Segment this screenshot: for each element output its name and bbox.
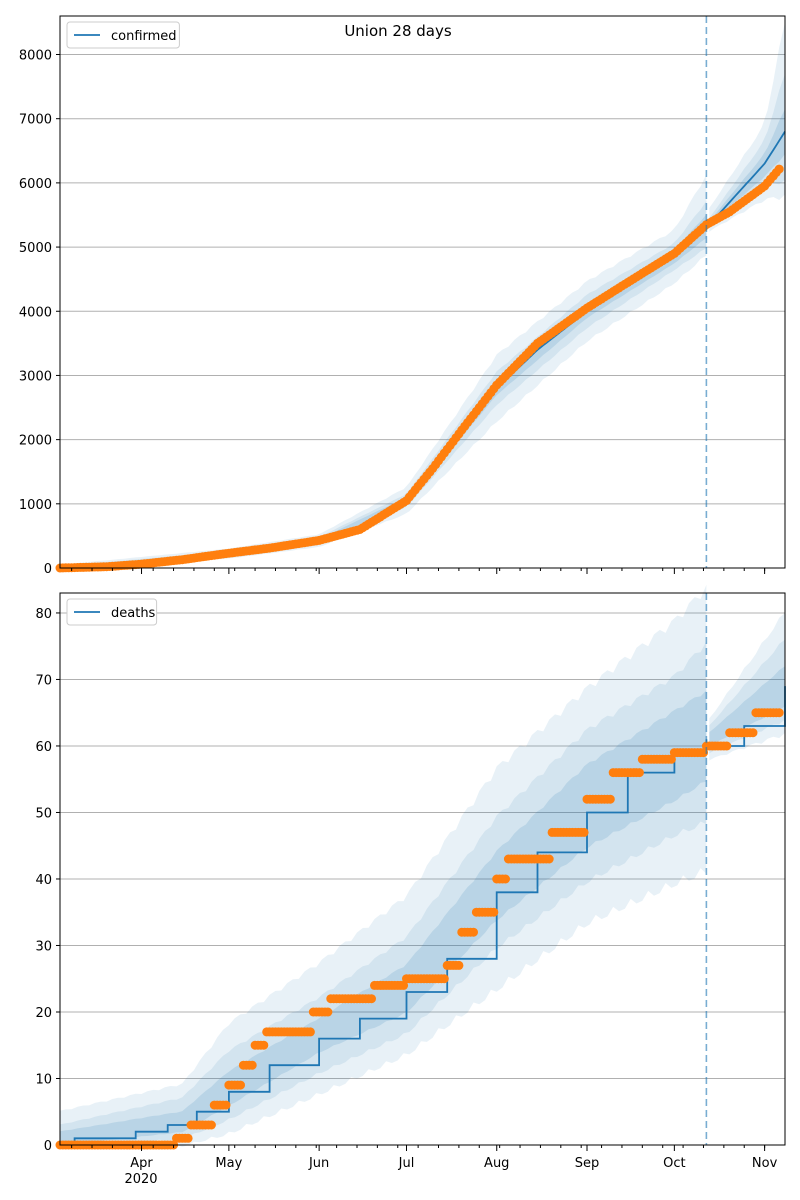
legend: deaths <box>66 598 158 626</box>
observed-data-point <box>454 960 464 970</box>
y-tick-label: 80 <box>35 607 52 622</box>
uncertainty-band <box>709 613 785 761</box>
observed-data-point <box>748 728 758 738</box>
observed-data-point <box>305 1027 315 1037</box>
axes-frame <box>59 15 786 569</box>
observed-data-point <box>247 1060 257 1070</box>
observed-data-point <box>634 768 644 778</box>
x-tick-label: Jul <box>398 1156 415 1171</box>
chart-title: Union 28 days <box>344 22 452 40</box>
uncertainty-band <box>709 109 785 225</box>
deaths-chart-panel: 0 10 20 30 40 50 60 70 80 Apr May Jun Jul Aug Sep Oct No… <box>35 584 786 1171</box>
y-tick-label: 50 <box>35 806 52 821</box>
uncertainty-band <box>709 639 785 754</box>
y-tick-label: 0 <box>44 562 52 577</box>
legend-label: confirmed <box>111 29 177 44</box>
y-tick-label: 10 <box>35 1072 52 1087</box>
x-tick-label: Jun <box>308 1156 329 1171</box>
observed-data-point <box>183 1133 193 1143</box>
observed-data-point <box>236 1080 245 1090</box>
observed-data-point <box>206 1120 216 1130</box>
observed-data-point <box>439 974 449 984</box>
x-tick-label: Apr <box>130 1156 153 1171</box>
y-tick-label: 40 <box>35 873 52 888</box>
x-tick-label: Aug <box>484 1156 509 1171</box>
y-tick-label: 5000 <box>19 241 52 256</box>
observed-data-point <box>666 754 676 764</box>
y-tick-label: 60 <box>35 740 52 755</box>
observed-data-point <box>544 854 554 864</box>
axes-frame <box>59 592 786 1146</box>
uncertainty-band <box>60 584 707 1147</box>
observed-data-point <box>469 927 478 937</box>
y-tick-label: 4000 <box>19 305 52 320</box>
x-tick-label: Sep <box>575 1156 600 1171</box>
model-series-line <box>60 739 708 1146</box>
observed-data-point <box>605 794 615 804</box>
observed-data-point <box>774 164 784 174</box>
y-tick-label: 7000 <box>19 113 52 128</box>
observed-data-point <box>722 741 732 751</box>
uncertainty-band <box>60 690 707 1146</box>
y-tick-label: 20 <box>35 1006 52 1021</box>
y-tick-label: 3000 <box>19 369 52 384</box>
observed-data-point <box>489 907 499 917</box>
observed-data-point <box>579 827 589 837</box>
x-year-label: 2020 <box>124 1172 157 1187</box>
legend-box <box>66 598 158 626</box>
observed-data-point <box>367 994 376 1004</box>
y-tick-label: 30 <box>35 939 52 954</box>
legend-label: deaths <box>111 606 156 621</box>
confirmed-chart-panel: 0 1000 2000 3000 4000 5000 6000 7000 8000 confirm… <box>19 15 786 577</box>
observed-data-point <box>221 1100 231 1110</box>
observed-data-point <box>259 1040 269 1050</box>
observed-data-point <box>501 874 510 884</box>
y-tick-label: 6000 <box>19 177 52 192</box>
x-tick-label: May <box>215 1156 242 1171</box>
y-tick-label: 2000 <box>19 434 52 449</box>
y-tick-label: 8000 <box>19 49 52 64</box>
observed-data-point <box>774 708 784 718</box>
legend: confirmed <box>66 21 180 49</box>
observed-data-point <box>323 1007 333 1017</box>
uncertainty-band <box>709 666 785 747</box>
y-tick-label: 70 <box>35 673 52 688</box>
model-series-line <box>708 131 786 226</box>
y-tick-label: 0 <box>44 1139 52 1154</box>
y-tick-label: 1000 <box>19 498 52 513</box>
x-tick-label: Oct <box>663 1156 685 1171</box>
x-tick-label: Nov <box>752 1156 778 1171</box>
legend-box <box>66 21 180 49</box>
